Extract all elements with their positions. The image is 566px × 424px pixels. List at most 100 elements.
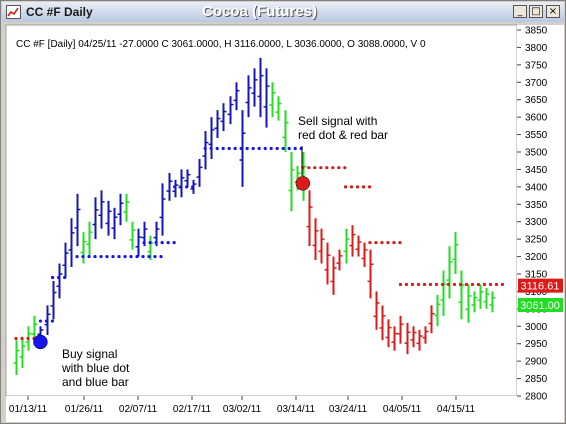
price-bar <box>129 221 136 250</box>
x-tick-label: 01/26/11 <box>65 404 104 415</box>
price-bar <box>306 190 313 247</box>
stop-dot <box>44 319 49 323</box>
sell-annotation: Sell signal with red dot & red bar <box>298 114 388 176</box>
stop-dot <box>307 166 311 170</box>
price-bar <box>208 117 215 159</box>
stop-dot <box>404 282 409 287</box>
price-bar <box>349 225 356 257</box>
stop-dot <box>135 254 139 259</box>
stop-dot <box>343 166 347 170</box>
price-bar <box>80 232 87 264</box>
stop-dot <box>239 146 243 151</box>
price-bar <box>391 326 398 351</box>
stop-dot <box>141 254 145 259</box>
minimize-button[interactable]: _ <box>513 5 527 18</box>
buy-annotation-line: with blue dot <box>61 361 130 375</box>
stop-level <box>301 166 347 170</box>
price-bar <box>184 169 191 187</box>
price-bar <box>19 336 26 369</box>
last-high-label-bg <box>518 278 563 293</box>
stop-level <box>38 319 55 323</box>
stop-level <box>343 185 372 189</box>
stop-dot <box>245 146 249 151</box>
stop-dot <box>287 146 291 151</box>
y-tick-label: 3750 <box>525 60 548 71</box>
price-bar <box>166 172 173 201</box>
stop-dot <box>147 254 151 259</box>
price-bar <box>56 263 63 299</box>
stop-dot <box>14 336 18 341</box>
stop-dot <box>57 275 61 280</box>
price-bar <box>233 82 240 111</box>
x-tick-label: 04/05/11 <box>383 404 422 415</box>
price-bar <box>324 242 331 285</box>
price-bar <box>74 193 81 247</box>
price-axis <box>517 25 564 396</box>
price-bar <box>379 305 386 341</box>
price-chart: 2800285029002950300030503100315032003250… <box>1 22 565 423</box>
stop-dot <box>269 146 273 151</box>
stop-dot <box>233 146 237 151</box>
stop-dot <box>93 254 97 259</box>
sell-annotation-line: Sell signal with <box>298 114 377 128</box>
stop-dot <box>434 282 439 287</box>
y-tick-label: 3500 <box>525 148 548 159</box>
price-bar <box>465 284 472 323</box>
stop-level <box>203 146 303 151</box>
price-bar <box>111 207 118 240</box>
price-bar <box>385 319 392 348</box>
y-tick-label: 2900 <box>525 357 548 368</box>
y-tick-label: 2800 <box>525 392 548 403</box>
x-tick-label: 02/17/11 <box>173 404 212 415</box>
stop-level <box>173 185 195 189</box>
date-axis <box>6 396 564 422</box>
y-tick-label: 2950 <box>525 339 548 350</box>
price-bar <box>404 322 411 355</box>
stop-level <box>51 275 67 280</box>
stop-dot <box>368 241 372 245</box>
y-tick-label: 3350 <box>525 200 548 211</box>
x-tick-label: 04/15/11 <box>437 404 476 415</box>
stop-dot <box>446 282 451 287</box>
price-bar <box>483 287 490 309</box>
stop-dot <box>416 282 421 287</box>
stop-dot <box>398 282 403 287</box>
stop-dot <box>494 282 499 287</box>
price-bar <box>196 158 203 187</box>
stop-dot <box>470 282 475 287</box>
stop-dot <box>63 275 67 280</box>
stop-dot <box>488 282 493 287</box>
stop-dot <box>482 282 487 287</box>
price-bar <box>312 218 319 261</box>
y-tick-label: 3250 <box>525 235 548 246</box>
price-bar <box>288 152 295 212</box>
y-tick-label: 3600 <box>525 113 548 124</box>
y-tick-label: 3200 <box>525 252 548 263</box>
price-bar <box>336 249 343 271</box>
stop-dot <box>458 282 463 287</box>
price-bar <box>257 57 264 118</box>
price-bar <box>458 270 465 320</box>
close-button[interactable]: × <box>546 5 560 18</box>
buy-annotation-line: and blue bar <box>62 375 129 389</box>
stop-dot <box>275 146 279 151</box>
y-tick-label: 3850 <box>525 26 548 37</box>
maximize-button[interactable]: □ <box>529 5 543 18</box>
price-bar <box>105 200 112 236</box>
stop-dot <box>221 146 225 151</box>
stop-dot <box>337 166 341 170</box>
price-bar <box>117 193 124 226</box>
stop-dot <box>50 319 55 323</box>
buy-annotation-line: Buy signal <box>62 347 117 361</box>
buy-annotation: Buy signal with blue dot and blue bar <box>61 347 130 389</box>
title-bar[interactable]: CC #F Daily Cocoa (Futures) _ □ × <box>2 2 564 23</box>
price-bar <box>220 103 227 132</box>
price-bar <box>355 235 362 257</box>
y-tick-label: 3400 <box>525 182 548 193</box>
stop-dot <box>428 282 433 287</box>
price-bar <box>343 228 350 264</box>
stop-dot <box>355 185 360 189</box>
x-tick-label: 02/07/11 <box>119 404 158 415</box>
price-bar <box>172 179 179 198</box>
stop-dot <box>148 241 152 245</box>
